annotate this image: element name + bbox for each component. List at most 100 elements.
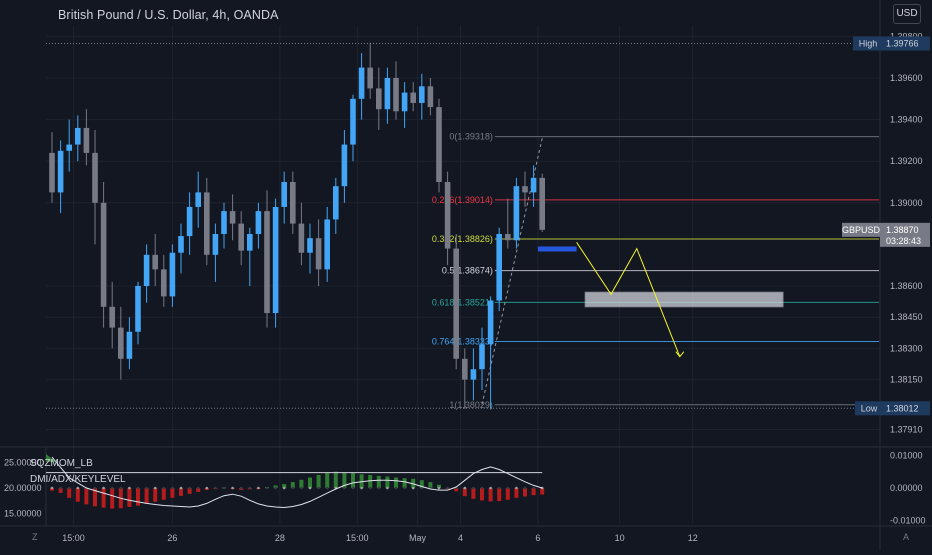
- price-tick-label: 1.39800: [890, 31, 923, 41]
- price-tick-label: 1.38450: [890, 312, 923, 322]
- time-tick-label: 15:00: [62, 533, 85, 543]
- sqz-dot: [222, 486, 226, 490]
- sqz-dot: [188, 486, 191, 490]
- adx-line: [51, 456, 543, 509]
- currency-button[interactable]: USD: [893, 4, 921, 24]
- sqz-dot: [282, 486, 286, 490]
- timezone-icon[interactable]: Z: [32, 532, 38, 542]
- sqz-bar: [402, 478, 407, 488]
- sqz-dot: [196, 486, 200, 490]
- candle-body: [229, 211, 236, 224]
- chart-title: British Pound / U.S. Dollar, 4h, OANDA: [58, 8, 279, 22]
- candle-body: [195, 192, 201, 207]
- time-tick-label: 4: [458, 533, 463, 543]
- price-tick-label: 1.38150: [890, 375, 923, 385]
- target-zone: [584, 291, 784, 308]
- sqz-bar: [480, 488, 484, 501]
- candle-body: [496, 234, 502, 301]
- sqz-bar: [488, 488, 493, 502]
- candle-body: [109, 306, 115, 328]
- sqz-dot: [343, 486, 346, 490]
- sqz-dot: [515, 486, 518, 490]
- price-tick-label: 1.39600: [890, 73, 923, 83]
- candle-body: [135, 286, 141, 332]
- sqz-dot: [153, 486, 157, 490]
- projection-path: [576, 242, 681, 357]
- candle-body: [401, 92, 408, 112]
- sqz-bar: [170, 488, 175, 498]
- sqz-bar: [325, 472, 330, 488]
- time-tick-label: 12: [688, 533, 698, 543]
- sqz-bar: [342, 472, 347, 488]
- sqz-bar: [531, 488, 536, 496]
- fib-label-0.382: 0.382(1.38826): [432, 234, 493, 244]
- candle-body: [393, 78, 399, 112]
- candle-body: [92, 152, 98, 203]
- sqz-dot: [532, 486, 535, 490]
- sqz-dot: [291, 486, 295, 490]
- sqz-bar: [359, 474, 364, 488]
- sqz-bar: [93, 488, 97, 507]
- sqz-dot: [377, 486, 381, 490]
- sqz-dot: [179, 486, 183, 490]
- candle-body: [453, 248, 459, 359]
- sqz-dot: [93, 486, 97, 490]
- last-price-label: 1.38870: [886, 225, 919, 235]
- sqz-right-tick: 0.00000: [890, 483, 923, 493]
- sqz-bar: [368, 474, 373, 488]
- sqz-bar: [514, 488, 519, 498]
- sqz-bar: [385, 476, 390, 488]
- price-tick-label: 1.38600: [890, 281, 923, 291]
- sqz-dot: [231, 486, 234, 490]
- candle-body: [470, 369, 477, 380]
- sqz-dot: [317, 486, 320, 490]
- dmi-label[interactable]: DMI/ADX/KEYLEVEL: [30, 474, 126, 485]
- sqz-dot: [308, 486, 312, 490]
- time-tick-label: 6: [535, 533, 540, 543]
- candle-body: [204, 192, 210, 255]
- candle-body: [66, 144, 72, 151]
- fib-label-0.618: 0.618(1.38521): [432, 297, 493, 307]
- sqz-bar: [333, 471, 338, 488]
- sqz-dot: [300, 486, 303, 490]
- candle-body: [367, 67, 373, 89]
- support-box: [537, 246, 577, 252]
- sqz-dot: [214, 486, 217, 490]
- sqz-bar: [540, 488, 545, 495]
- candle-body: [118, 327, 124, 359]
- candle-body: [100, 202, 107, 307]
- price-tick-label: 1.39200: [890, 156, 923, 166]
- candle-body: [221, 211, 227, 234]
- time-tick-label: 28: [275, 533, 285, 543]
- sqz-bar: [505, 488, 510, 500]
- candle-body: [384, 78, 391, 110]
- sqz-bar: [187, 488, 192, 494]
- sqz-bar: [273, 485, 278, 488]
- candle-body: [479, 344, 485, 370]
- sqz-dot: [50, 486, 54, 490]
- time-tick-label: May: [409, 533, 427, 543]
- candle-body: [333, 186, 339, 220]
- candle-body: [83, 127, 90, 153]
- candle-body: [255, 211, 262, 234]
- sqz-bar: [127, 488, 132, 507]
- sqz-dot: [325, 486, 329, 490]
- low-tag-label: Low: [861, 403, 878, 413]
- sqzmom-label[interactable]: SQZMOM_LB: [30, 458, 93, 469]
- sqz-dot: [145, 486, 148, 490]
- candle-body: [462, 358, 468, 380]
- sqz-bar: [454, 488, 459, 492]
- candle-body: [298, 223, 305, 253]
- sqz-bar: [179, 488, 183, 496]
- low-tag: [855, 401, 883, 416]
- sqz-dot: [411, 486, 415, 490]
- sqz-bar: [282, 484, 287, 488]
- candle-body: [513, 186, 520, 241]
- candle-body: [49, 152, 55, 193]
- auto-scale-icon[interactable]: A: [903, 532, 910, 542]
- fib-label-1: 1(1.38029): [449, 400, 493, 410]
- sqz-dot: [403, 486, 406, 490]
- sqz-left-tick: 15.00000: [4, 509, 42, 519]
